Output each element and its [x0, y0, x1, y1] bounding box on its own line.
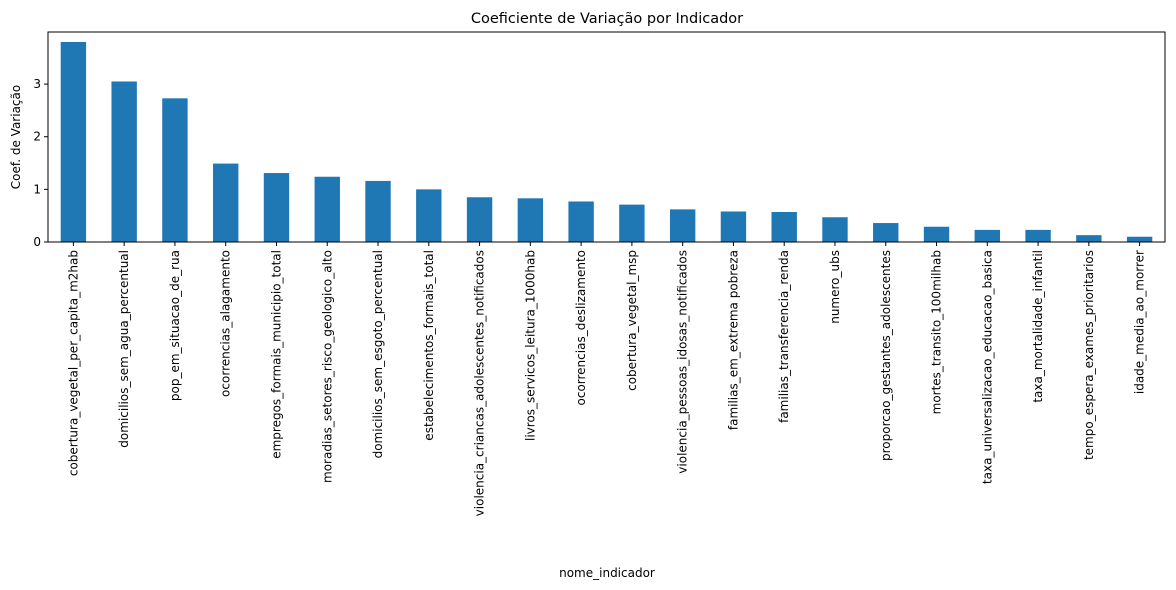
bar — [771, 212, 797, 242]
x-tick-label: idade_media_ao_morrer — [1133, 250, 1147, 394]
x-tick-label: moradias_setores_risco_geologico_alto — [320, 250, 334, 483]
x-axis: cobertura_vegetal_per_capita_m2hab domici… — [66, 242, 1147, 516]
x-tick-label: domicilios_sem_agua_percentual — [117, 250, 131, 448]
bar — [60, 42, 87, 242]
bar — [923, 226, 950, 242]
x-tick-label: mortes_transito_100milhab — [930, 250, 944, 414]
bar — [1025, 229, 1051, 242]
x-tick-label: violencia_pessoas_idosas_notificados — [676, 250, 690, 474]
x-tick-label: proporcao_gestantes_adolescentes — [879, 250, 893, 461]
bar — [720, 211, 747, 242]
x-tick-label: cobertura_vegetal_per_capita_m2hab — [66, 250, 80, 476]
x-tick-label: ocorrencias_deslizamento — [574, 250, 588, 406]
y-tick-label: 2 — [33, 130, 41, 144]
bar — [974, 229, 1000, 242]
chart-title: Coeficiente de Variação por Indicador — [471, 11, 743, 27]
bars — [60, 42, 1153, 242]
bar — [213, 163, 239, 242]
x-tick-label: cobertura_vegetal_msp — [625, 250, 639, 391]
bar — [1126, 236, 1153, 242]
bar — [263, 173, 290, 242]
x-tick-label: tempo_espera_exames_prioritarios — [1082, 250, 1096, 460]
x-tick-label: taxa_mortalidade_infantil — [1031, 250, 1045, 403]
x-tick-label: ocorrencias_alagamento — [219, 250, 233, 397]
x-tick-label: numero_ubs — [828, 250, 842, 324]
y-axis-label: Coef. de Variação — [9, 85, 23, 189]
bar — [314, 176, 340, 242]
bar — [416, 189, 442, 242]
x-tick-label: estabelecimentos_formais_total — [422, 250, 436, 441]
bar — [365, 180, 391, 242]
y-tick-label: 1 — [33, 182, 41, 196]
bar — [1076, 235, 1102, 242]
bar — [162, 98, 188, 242]
x-tick-label: pop_em_situacao_de_rua — [168, 250, 182, 401]
x-tick-label: violencia_criancas_adolescentes_notifica… — [473, 250, 487, 516]
bar — [822, 217, 848, 242]
y-tick-label: 0 — [33, 235, 41, 249]
x-tick-label: domicilios_sem_esgoto_percentual — [371, 250, 385, 458]
x-tick-label: familias_em_extrema pobreza — [726, 250, 740, 430]
bar — [568, 201, 594, 242]
bar — [111, 81, 137, 242]
y-axis: 0 1 2 3 — [33, 77, 48, 249]
y-tick-label: 3 — [33, 77, 41, 91]
bar — [619, 204, 645, 242]
bar — [873, 223, 899, 242]
x-tick-label: taxa_universalizacao_educacao_basica — [980, 250, 994, 484]
bar — [466, 197, 493, 242]
x-tick-label: empregos_formais_municipio_total — [269, 250, 283, 459]
plot-frame — [47, 31, 1166, 243]
bar — [669, 209, 696, 242]
x-tick-label: livros_servicos_leitura_1000hab — [523, 250, 537, 441]
bar — [517, 198, 544, 242]
x-tick-label: familias_transferencia_renda — [777, 250, 791, 423]
x-axis-label: nome_indicador — [559, 566, 655, 580]
